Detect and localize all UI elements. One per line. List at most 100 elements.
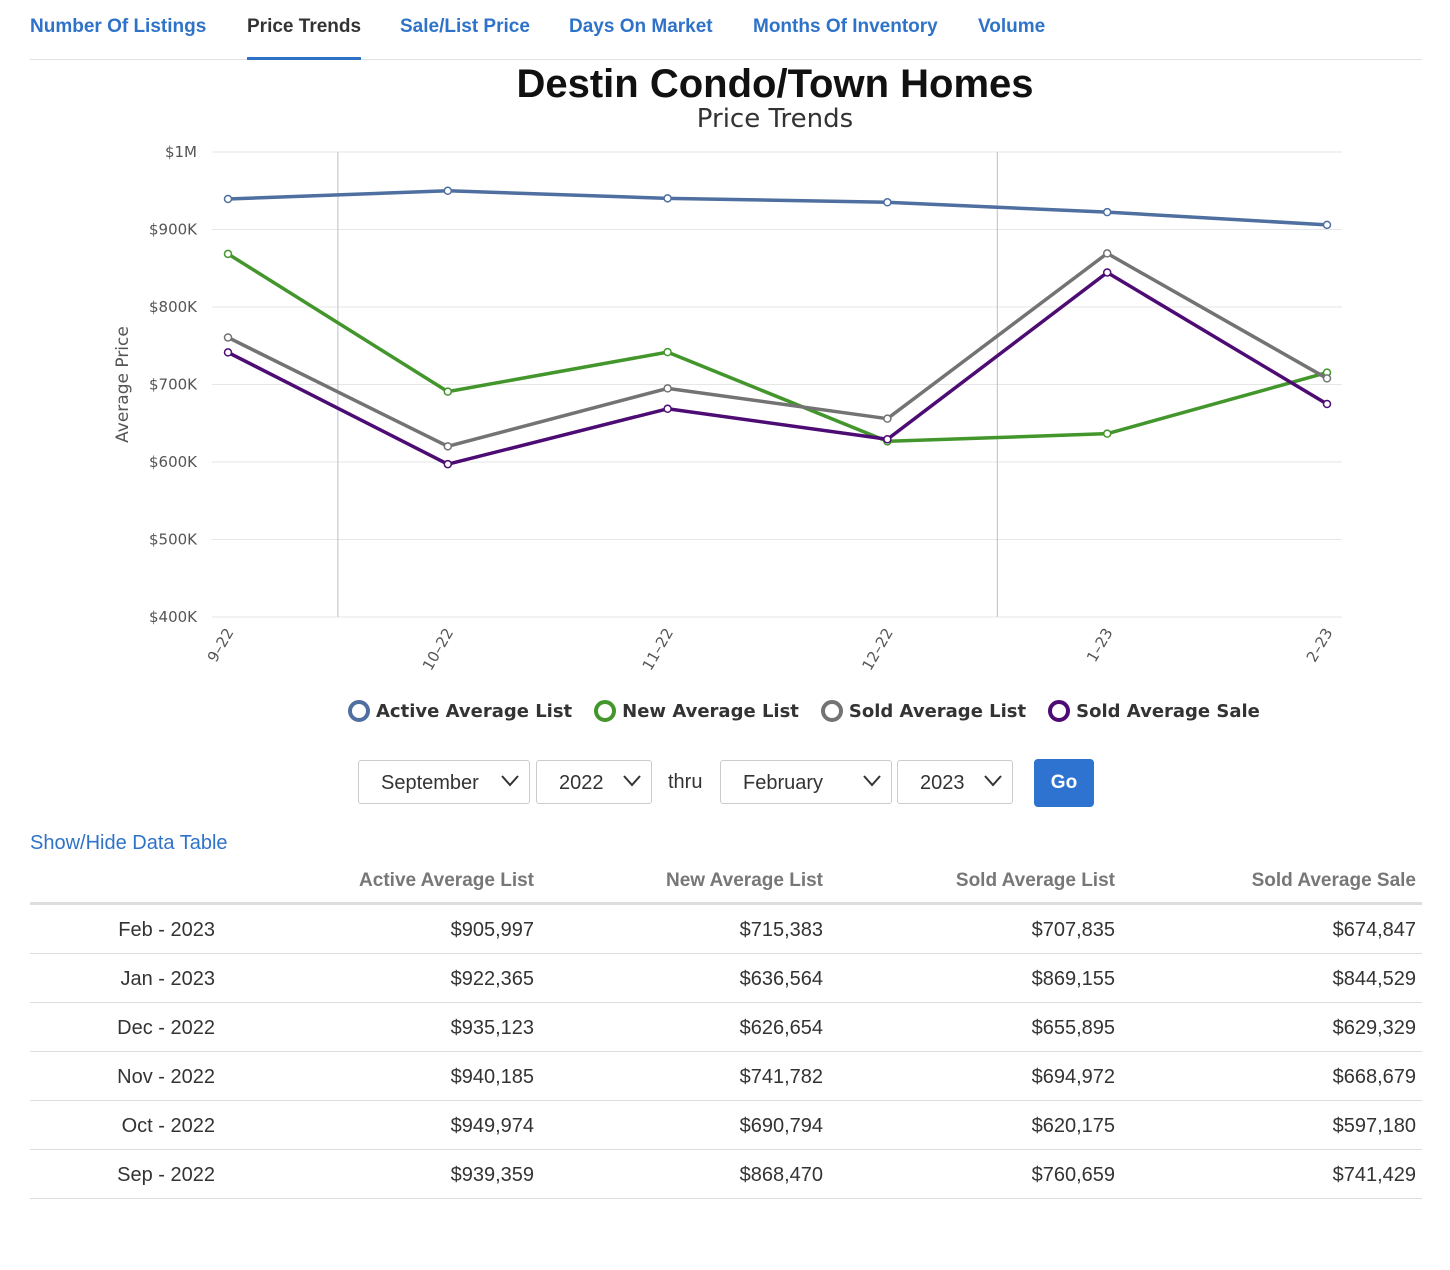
x-tick-label: 1–23 — [1083, 625, 1117, 665]
table-cell: $626,654 — [739, 1017, 823, 1039]
table-cell: $636,564 — [739, 968, 823, 990]
legend-label: Sold Average List — [848, 700, 1027, 722]
end-year-value: 2023 — [920, 772, 965, 794]
legend-item-new-average-list[interactable]: New Average List — [594, 700, 799, 722]
table-cell: $949,974 — [450, 1115, 534, 1137]
table-cell: $668,679 — [1332, 1066, 1416, 1088]
table-cell: $869,155 — [1031, 968, 1115, 990]
chevron-down-icon — [623, 775, 641, 787]
y-tick-label: $900K — [149, 221, 198, 239]
chevron-down-icon — [863, 775, 881, 787]
tab-price-trends[interactable]: Price Trends — [247, 16, 362, 60]
table-cell-month: Nov - 2022 — [117, 1066, 215, 1088]
column-header: New Average List — [666, 870, 823, 891]
table-cell: $629,329 — [1332, 1017, 1416, 1039]
x-tick-label: 10–22 — [419, 625, 457, 674]
data-point — [1322, 399, 1332, 409]
table-cell-month: Sep - 2022 — [117, 1164, 215, 1186]
column-header: Sold Average List — [955, 870, 1115, 891]
table-cell-month: Jan - 2023 — [120, 968, 215, 990]
table-cell: $674,847 — [1332, 919, 1416, 941]
chevron-down-icon — [501, 775, 519, 787]
table-cell: $620,175 — [1031, 1115, 1115, 1137]
table-row: Nov - 2022 $940,185 $741,782 $694,972 $6… — [30, 1052, 1422, 1101]
tab-number-of-listings[interactable]: Number Of Listings — [30, 16, 207, 37]
tab-months-of-inventory[interactable]: Months Of Inventory — [753, 16, 938, 37]
table-cell: $868,470 — [739, 1164, 823, 1186]
legend-label: Sold Average Sale — [1076, 700, 1260, 722]
legend-item-sold-average-sale[interactable]: Sold Average Sale — [1048, 700, 1260, 722]
y-tick-label: $800K — [149, 298, 198, 316]
data-point — [223, 348, 233, 357]
table-row: Feb - 2023 $905,997 $715,383 $707,835 $6… — [30, 905, 1422, 954]
table-header: Active Average List New Average List Sol… — [30, 860, 1422, 905]
column-header: Active Average List — [359, 870, 534, 891]
data-point — [1102, 429, 1112, 438]
data-point — [1102, 268, 1112, 277]
show-hide-data-table-link[interactable]: Show/Hide Data Table — [30, 832, 228, 854]
data-point — [443, 459, 453, 469]
tab-volume[interactable]: Volume — [978, 16, 1046, 37]
x-tick-label: 2–23 — [1303, 625, 1337, 665]
chart-legend: Active Average List New Average List Sol… — [348, 700, 1260, 722]
table-cell: $655,895 — [1031, 1017, 1115, 1039]
start-year-value: 2022 — [559, 772, 604, 794]
table-cell: $935,123 — [450, 1017, 534, 1039]
x-tick-label: 12–22 — [858, 625, 896, 674]
go-button[interactable]: Go — [1034, 759, 1094, 807]
data-point — [443, 186, 453, 196]
end-month-value: February — [743, 772, 824, 794]
y-tick-label: $400K — [149, 608, 198, 626]
tab-days-on-market[interactable]: Days On Market — [569, 16, 713, 37]
legend-item-sold-average-list[interactable]: Sold Average List — [820, 700, 1027, 722]
series-line-4 — [227, 270, 1328, 466]
table-cell: $760,659 — [1031, 1164, 1115, 1186]
series-line-1 — [227, 189, 1328, 227]
data-point — [1322, 374, 1332, 383]
column-header: Sold Average Sale — [1251, 870, 1416, 891]
data-point — [883, 435, 892, 444]
data-point — [663, 194, 672, 203]
chart-subtitle: Price Trends — [696, 104, 854, 134]
table-cell: $741,429 — [1332, 1164, 1416, 1186]
y-axis-label: Average Price — [113, 326, 133, 443]
table-row: Dec - 2022 $935,123 $626,654 $655,895 $6… — [30, 1003, 1422, 1052]
table-row: Jan - 2023 $922,365 $636,564 $869,155 $8… — [30, 954, 1422, 1003]
table-row: Oct - 2022 $949,974 $690,794 $620,175 $5… — [30, 1101, 1422, 1150]
thru-label: thru — [668, 771, 703, 793]
chevron-down-icon — [984, 775, 1002, 787]
x-tick-label: 11–22 — [639, 625, 677, 674]
table-cell: $597,180 — [1332, 1115, 1416, 1137]
data-point — [1102, 207, 1112, 217]
end-year-select[interactable]: 2023 — [897, 760, 1013, 804]
table-cell-month: Feb - 2023 — [118, 919, 215, 941]
chart-plot-area: $400K $500K $600K $700K $800K $900K $1M Average… — [113, 143, 1342, 674]
start-month-value: September — [381, 772, 479, 794]
data-point — [443, 387, 453, 396]
tab-sale-list-price[interactable]: Sale/List Price — [400, 16, 530, 37]
table-cell-month: Dec - 2022 — [117, 1017, 215, 1039]
start-year-select[interactable]: 2022 — [536, 760, 652, 804]
data-point — [223, 249, 233, 259]
legend-item-active-average-list[interactable]: Active Average List — [348, 700, 572, 722]
table-cell-month: Oct - 2022 — [121, 1115, 215, 1137]
y-tick-label: $700K — [149, 376, 198, 394]
table-cell: $707,835 — [1031, 919, 1115, 941]
data-point — [1102, 249, 1112, 258]
y-tick-label: $1M — [165, 143, 197, 161]
table-cell: $741,782 — [739, 1066, 823, 1088]
data-point — [663, 347, 672, 357]
data-point — [223, 194, 233, 204]
legend-label: New Average List — [622, 700, 799, 722]
table-cell: $694,972 — [1031, 1066, 1115, 1088]
data-table: Active Average List New Average List Sol… — [30, 860, 1422, 1199]
table-row: Sep - 2022 $939,359 $868,470 $760,659 $7… — [30, 1150, 1422, 1199]
start-month-select[interactable]: September — [358, 760, 530, 804]
data-point — [883, 198, 892, 207]
data-point — [443, 442, 453, 451]
y-tick-label: $500K — [149, 531, 198, 549]
chart-title: Destin Condo/Town Homes — [516, 62, 1034, 106]
table-cell: $939,359 — [450, 1164, 534, 1186]
data-point — [883, 414, 892, 423]
end-month-select[interactable]: February — [720, 760, 892, 804]
